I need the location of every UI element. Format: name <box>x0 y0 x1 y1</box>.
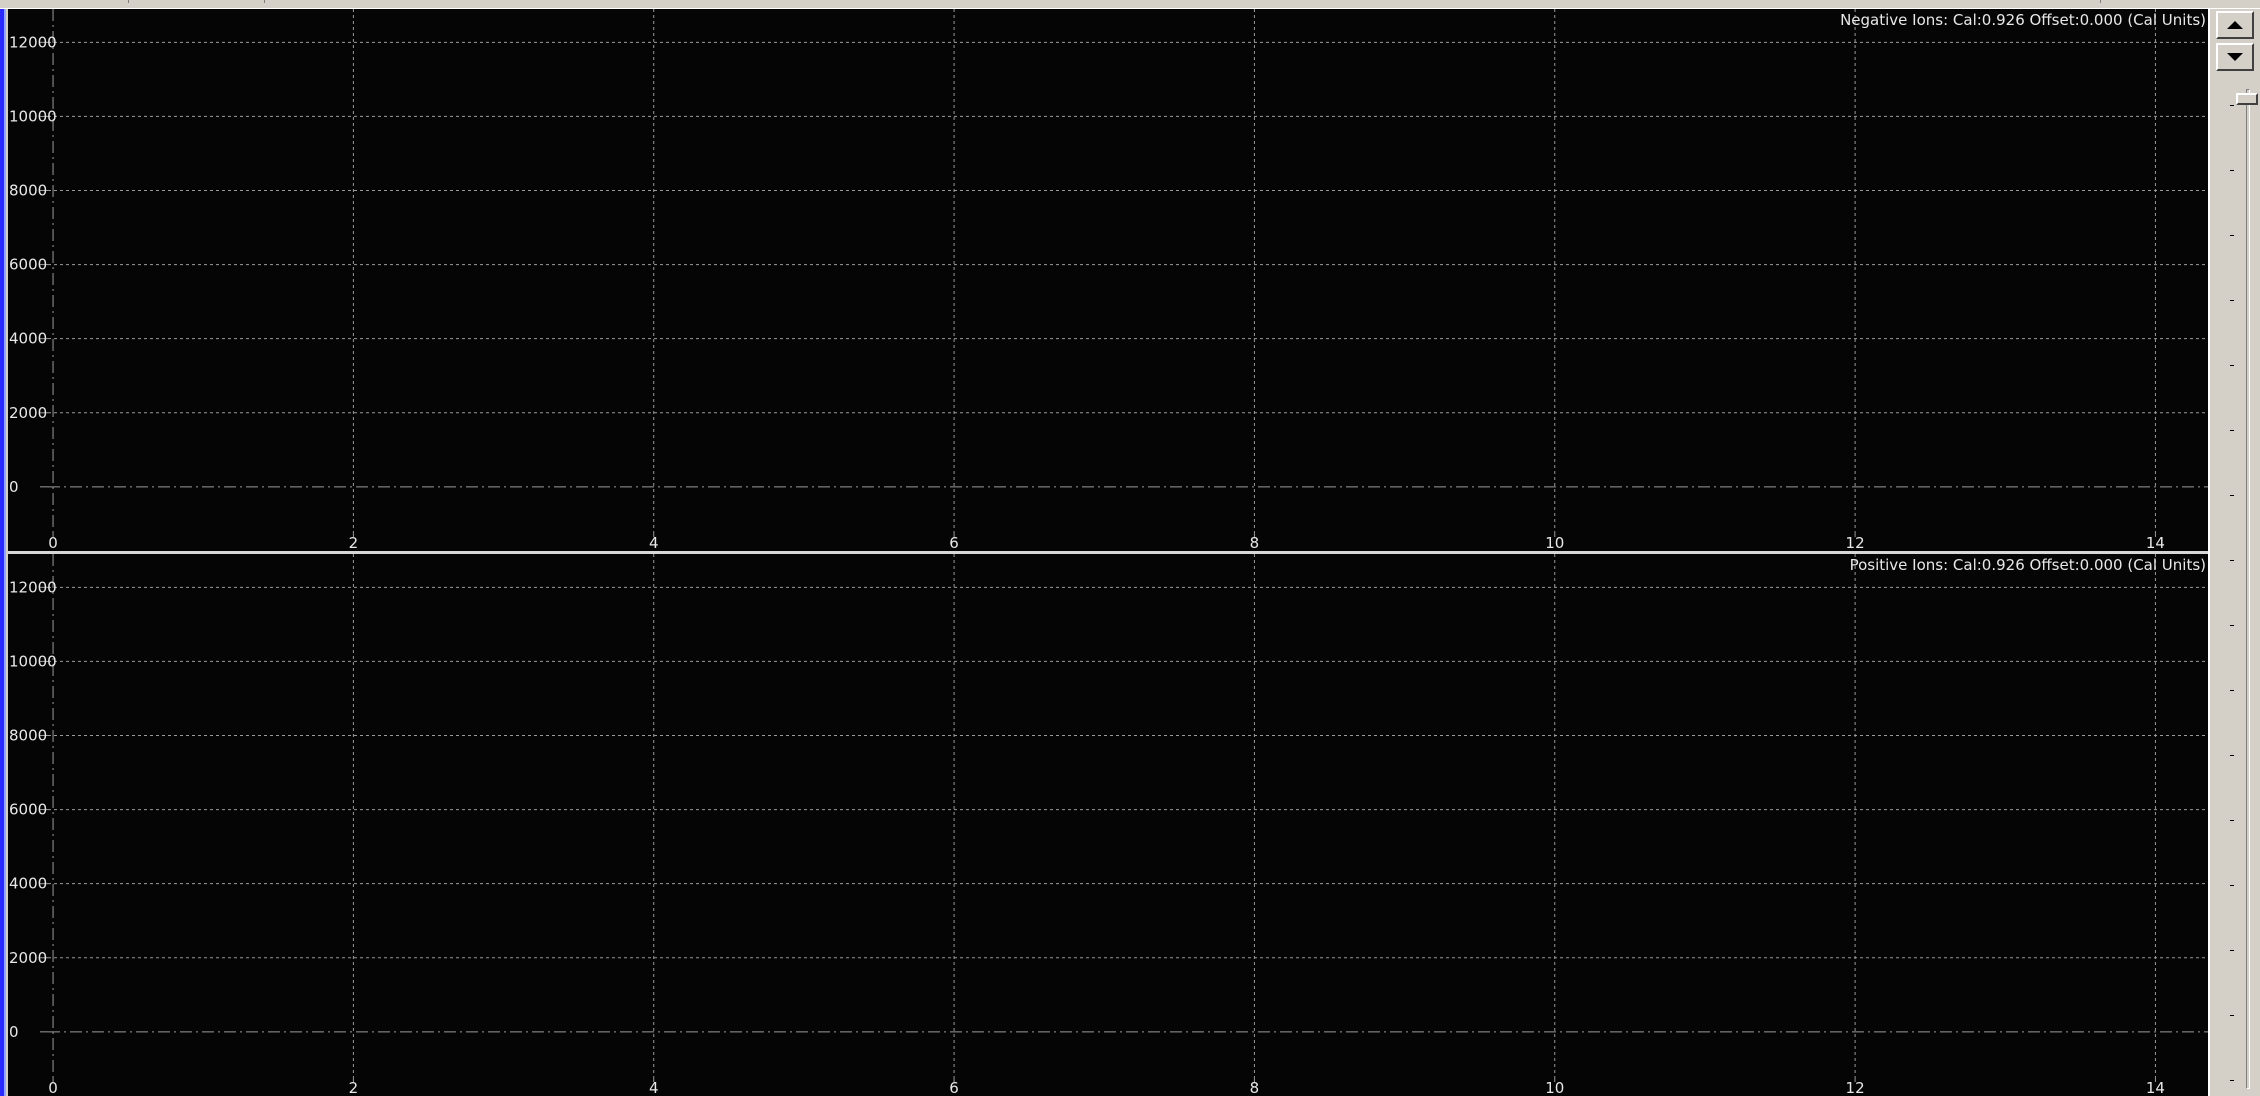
y-tick-label: 6000 <box>9 256 47 274</box>
x-tick-label: 10 <box>1545 534 1564 551</box>
slider-tick-mark <box>2230 950 2234 951</box>
slider-tick-mark <box>2230 1015 2234 1016</box>
slider-tick-mark <box>2230 625 2234 626</box>
y-tick-label: 12000 <box>9 578 57 596</box>
slider-tick-mark <box>2230 300 2234 301</box>
slider-tick-mark <box>2230 885 2234 886</box>
x-tick-label: 10 <box>1545 1079 1564 1096</box>
x-tick-label: 0 <box>48 534 58 551</box>
x-tick-label: 12 <box>1846 534 1865 551</box>
y-tick-label: 2000 <box>9 404 47 422</box>
x-tick-label: 2 <box>349 534 359 551</box>
negative-ions-chart[interactable]: 0 2000 4000 6000 8000 10000 12000 0 2 4 6 8 10 12 14 <box>8 9 2208 551</box>
positive-ions-chart[interactable]: 0 2000 4000 6000 8000 10000 12000 0 2 4 6 8 10 12 14 <box>8 554 2208 1096</box>
spectrum-plot-area[interactable]: 0 2000 4000 6000 8000 10000 12000 0 2 4 6 8 10 12 14 N… <box>8 9 2208 1096</box>
slider-tick-mark <box>2230 1080 2234 1081</box>
x-tick-label: 4 <box>649 1079 659 1096</box>
window-top-strip <box>0 0 2260 9</box>
y-tick-label: 8000 <box>9 182 47 200</box>
slider-tick-mark <box>2230 105 2234 106</box>
y-tick-label: 0 <box>9 1023 19 1041</box>
triangle-up-icon <box>2227 21 2243 29</box>
zoom-slider-track[interactable] <box>2246 89 2250 1089</box>
x-tick-label: 6 <box>949 534 959 551</box>
x-tick-label: 4 <box>649 534 659 551</box>
slider-tick-mark <box>2230 170 2234 171</box>
x-tick-label: 6 <box>949 1079 959 1096</box>
slider-tick-mark <box>2230 755 2234 756</box>
y-tick-label: 10000 <box>9 652 57 670</box>
panel-divider[interactable] <box>8 551 2208 554</box>
x-tick-label: 8 <box>1250 1079 1260 1096</box>
zoom-slider-thumb[interactable] <box>2236 93 2258 105</box>
scroll-up-button[interactable] <box>2216 11 2254 39</box>
slider-tick-mark <box>2230 560 2234 561</box>
negative-ions-panel[interactable]: 0 2000 4000 6000 8000 10000 12000 0 2 4 6 8 10 12 14 N… <box>8 9 2208 551</box>
y-tick-label: 2000 <box>9 949 47 967</box>
zoom-slider-panel <box>2208 9 2260 1096</box>
tab-notch <box>128 0 129 3</box>
slider-tick-mark <box>2230 235 2234 236</box>
negative-ions-title: Negative Ions: Cal:0.926 Offset:0.000 (C… <box>1840 11 2206 29</box>
y-tick-label: 4000 <box>9 330 47 348</box>
x-tick-label: 14 <box>2146 1079 2165 1096</box>
positive-ions-title: Positive Ions: Cal:0.926 Offset:0.000 (C… <box>1849 556 2206 574</box>
y-tick-label: 10000 <box>9 107 57 125</box>
slider-tick-mark <box>2230 430 2234 431</box>
slider-tick-mark <box>2230 365 2234 366</box>
slider-tick-mark <box>2230 820 2234 821</box>
y-tick-label: 12000 <box>9 33 57 51</box>
tab-notch <box>264 0 265 3</box>
slider-tick-mark <box>2230 690 2234 691</box>
y-tick-label: 6000 <box>9 801 47 819</box>
triangle-down-icon <box>2227 53 2243 61</box>
x-tick-label: 12 <box>1846 1079 1865 1096</box>
y-tick-label: 4000 <box>9 875 47 893</box>
y-tick-label: 0 <box>9 478 19 496</box>
y-tick-label: 8000 <box>9 727 47 745</box>
left-selection-bar <box>0 9 6 1096</box>
tab-notch <box>2100 0 2101 3</box>
positive-ions-panel[interactable]: 0 2000 4000 6000 8000 10000 12000 0 2 4 6 8 10 12 14 P… <box>8 554 2208 1096</box>
slider-tick-mark <box>2230 495 2234 496</box>
x-tick-label: 0 <box>48 1079 58 1096</box>
x-tick-label: 2 <box>349 1079 359 1096</box>
x-tick-label: 8 <box>1250 534 1260 551</box>
x-tick-label: 14 <box>2146 534 2165 551</box>
scroll-down-button[interactable] <box>2216 43 2254 71</box>
